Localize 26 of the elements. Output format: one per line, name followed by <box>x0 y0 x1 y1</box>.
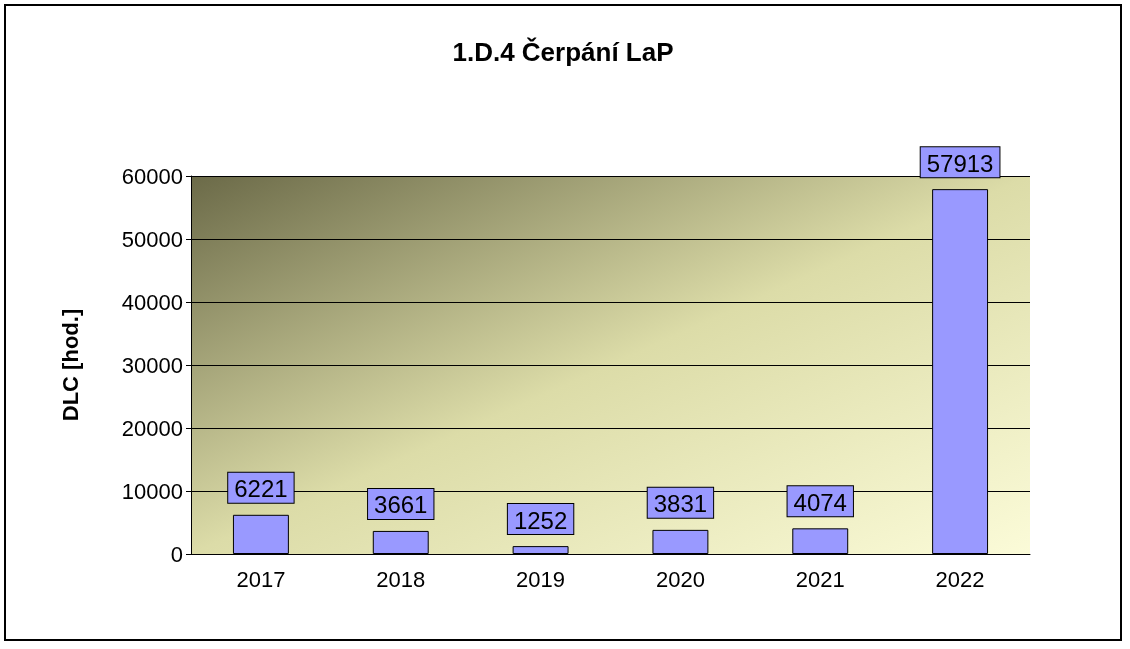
y-tick-label: 20000 <box>121 415 183 441</box>
bar <box>792 528 849 554</box>
data-label: 3661 <box>374 491 428 519</box>
bar <box>372 530 429 554</box>
x-tick-label: 2022 <box>935 566 985 592</box>
x-tick-label: 2020 <box>655 566 705 592</box>
data-label: 6221 <box>234 475 288 503</box>
data-label: 1252 <box>513 506 568 534</box>
data-label: 57913 <box>926 149 994 177</box>
x-tick-label: 2017 <box>236 566 286 592</box>
bar <box>512 546 569 554</box>
y-tick-label: 30000 <box>121 352 183 378</box>
y-tick-label: 0 <box>170 541 183 567</box>
y-tick-label: 50000 <box>121 226 183 252</box>
data-label: 3831 <box>653 490 708 518</box>
y-axis-title: DLC [hod.] <box>57 308 83 422</box>
x-tick-label: 2019 <box>516 566 566 592</box>
data-label: 4074 <box>793 488 847 516</box>
bar <box>232 514 289 554</box>
x-tick-label: 2018 <box>376 566 426 592</box>
bar <box>652 529 709 554</box>
y-tick-label: 40000 <box>121 289 183 315</box>
y-tick-label: 60000 <box>121 163 183 189</box>
y-tick-label: 10000 <box>121 478 183 504</box>
chart-title: 1.D.4 Čerpání LaP <box>452 37 674 67</box>
x-tick-label: 2021 <box>795 566 845 592</box>
